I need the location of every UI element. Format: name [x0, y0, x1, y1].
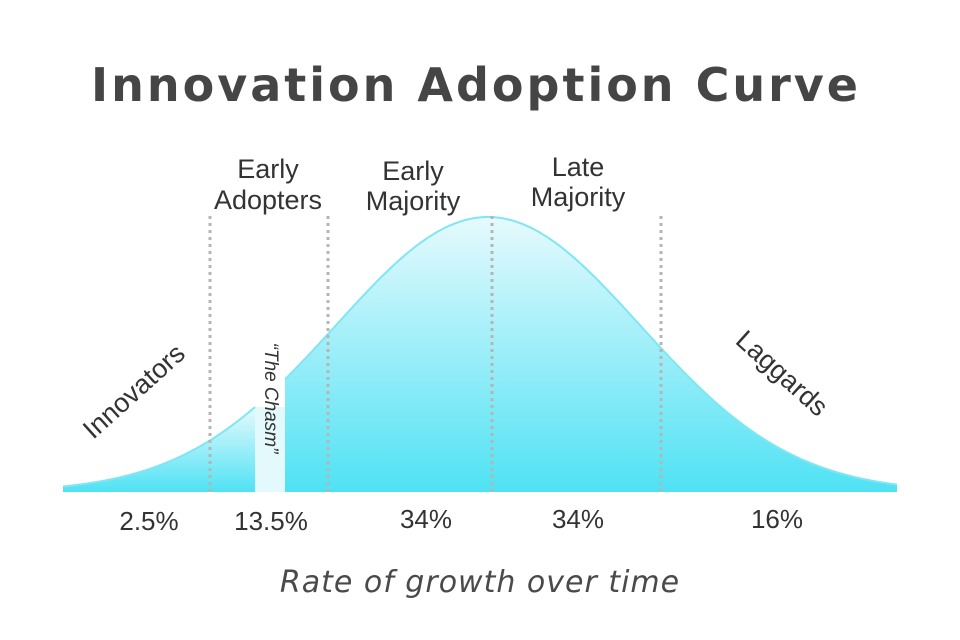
segment-label-laggards: Laggards — [730, 324, 834, 422]
curve-area-right — [285, 217, 897, 492]
chasm-gap — [255, 407, 285, 492]
percent-innovators: 2.5% — [119, 506, 178, 536]
x-axis-label: Rate of growth over time — [280, 565, 680, 600]
segment-label-late-majority-line1: Late — [552, 152, 605, 182]
segment-label-early-majority-line2: Majority — [366, 186, 461, 216]
segment-label-early-majority-line1: Early — [382, 156, 444, 186]
percent-late-majority: 34% — [552, 504, 604, 534]
segment-label-early-adopters-line2: Adopters — [214, 185, 322, 215]
percent-laggards: 16% — [751, 504, 803, 534]
curve-area-left — [63, 407, 255, 492]
percent-early-majority: 34% — [400, 504, 452, 534]
segment-label-innovators: Innovators — [77, 338, 191, 445]
chasm-label: “The Chasm” — [260, 343, 281, 456]
bell-curve-line — [62, 216, 898, 488]
segment-label-late-majority-line2: Majority — [531, 182, 626, 212]
diagram-title: Innovation Adoption Curve — [91, 58, 861, 112]
segment-label-early-adopters-line1: Early — [237, 154, 299, 184]
percent-early-adopters: 13.5% — [234, 506, 308, 536]
